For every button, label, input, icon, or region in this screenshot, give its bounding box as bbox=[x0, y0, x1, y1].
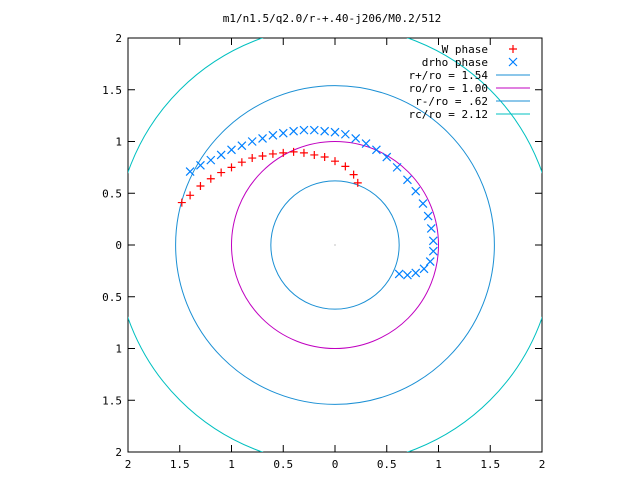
data-point-cross bbox=[403, 270, 412, 280]
legend-label: W phase bbox=[442, 43, 488, 56]
data-point-plus bbox=[248, 154, 257, 163]
plot-axes: 2 1.5 1 0.5 0 0.5 1 1.5 221.510.500.511.52 bbox=[102, 32, 545, 471]
data-point-cross bbox=[258, 133, 267, 143]
data-point-cross bbox=[411, 186, 421, 196]
data-point-cross bbox=[278, 128, 288, 138]
data-point-cross bbox=[185, 167, 195, 176]
data-point-cross bbox=[196, 160, 205, 170]
data-point-cross bbox=[371, 145, 381, 155]
data-point-cross bbox=[411, 268, 421, 278]
data-point-cross bbox=[428, 246, 438, 256]
data-point-cross bbox=[237, 141, 247, 151]
data-point-cross bbox=[351, 133, 361, 143]
data-point-cross bbox=[206, 155, 216, 165]
x-tick-label: 1 bbox=[435, 458, 442, 471]
x-tick-label: 0 bbox=[332, 458, 339, 471]
data-point-plus bbox=[237, 158, 246, 167]
data-point-cross bbox=[361, 139, 371, 148]
x-tick-label: 1.5 bbox=[480, 458, 500, 471]
y-tick-label: 1.5 bbox=[102, 84, 122, 97]
legend-marker-cross bbox=[508, 57, 518, 67]
y-tick-label: 1 bbox=[115, 136, 122, 149]
data-point-plus bbox=[196, 182, 205, 191]
series-circle-3 bbox=[231, 141, 439, 349]
data-point-cross bbox=[330, 127, 340, 137]
data-point-cross bbox=[320, 126, 330, 136]
series-circle-2 bbox=[175, 85, 495, 405]
data-point-plus bbox=[299, 148, 308, 157]
legend-label: drho phase bbox=[422, 56, 488, 69]
data-point-plus bbox=[279, 148, 288, 157]
data-point-plus bbox=[268, 149, 277, 158]
data-point-cross bbox=[392, 162, 402, 172]
data-point-plus bbox=[217, 168, 226, 177]
series-0-points bbox=[177, 147, 362, 207]
x-tick-label: 2 bbox=[125, 458, 132, 471]
y-tick-label: 1 bbox=[115, 343, 122, 356]
y-tick-label: 2 bbox=[115, 32, 122, 45]
data-point-plus bbox=[289, 147, 298, 156]
data-point-plus bbox=[258, 151, 267, 160]
legend-marker-plus bbox=[509, 45, 517, 53]
x-tick-label: 1 bbox=[228, 458, 235, 471]
origin-dot bbox=[334, 244, 336, 246]
y-tick-label: 1.5 bbox=[102, 394, 122, 407]
data-point-cross bbox=[426, 224, 436, 233]
data-point-cross bbox=[423, 211, 433, 221]
plot-area bbox=[128, 38, 542, 452]
y-tick-label: 0.5 bbox=[102, 291, 122, 304]
x-tick-label: 0.5 bbox=[273, 458, 293, 471]
data-point-cross bbox=[299, 125, 309, 135]
x-tick-label: 0.5 bbox=[377, 458, 397, 471]
data-point-cross bbox=[419, 264, 429, 274]
y-tick-label: 0 bbox=[115, 239, 122, 252]
data-point-plus bbox=[320, 153, 329, 162]
y-tick-label: 0.5 bbox=[102, 187, 122, 200]
data-point-cross bbox=[268, 130, 278, 140]
data-point-cross bbox=[418, 199, 428, 209]
data-point-cross bbox=[425, 257, 435, 266]
series-1-points bbox=[185, 125, 438, 280]
data-point-plus bbox=[310, 150, 319, 159]
legend-label: r-/ro = .62 bbox=[415, 95, 488, 108]
legend-label: rc/ro = 2.12 bbox=[409, 108, 488, 121]
data-point-cross bbox=[428, 236, 438, 246]
data-point-cross bbox=[340, 129, 350, 139]
data-point-plus bbox=[186, 191, 195, 200]
x-tick-label: 2 bbox=[539, 458, 546, 471]
legend-label: r+/ro = 1.54 bbox=[409, 69, 489, 82]
plot-marks bbox=[128, 38, 542, 452]
data-point-cross bbox=[394, 269, 404, 279]
legend-label: ro/ro = 1.00 bbox=[409, 82, 488, 95]
data-point-plus bbox=[353, 178, 362, 187]
data-point-cross bbox=[309, 125, 319, 135]
data-point-plus bbox=[341, 162, 350, 171]
data-point-cross bbox=[403, 175, 412, 185]
data-point-plus bbox=[177, 198, 186, 207]
data-point-cross bbox=[216, 150, 226, 160]
data-point-cross bbox=[289, 126, 299, 136]
data-point-plus bbox=[349, 170, 358, 179]
data-point-cross bbox=[247, 137, 257, 146]
series-circle-4 bbox=[270, 180, 400, 310]
data-point-plus bbox=[227, 163, 236, 172]
data-point-cross bbox=[227, 145, 236, 155]
data-point-plus bbox=[206, 174, 215, 183]
x-tick-label: 1.5 bbox=[170, 458, 190, 471]
chart-title: m1/n1.5/q2.0/r-+.40-j206/M0.2/512 bbox=[223, 12, 442, 25]
data-point-cross bbox=[382, 152, 392, 162]
data-point-plus bbox=[331, 157, 339, 166]
y-tick-label: 2 bbox=[115, 446, 122, 459]
